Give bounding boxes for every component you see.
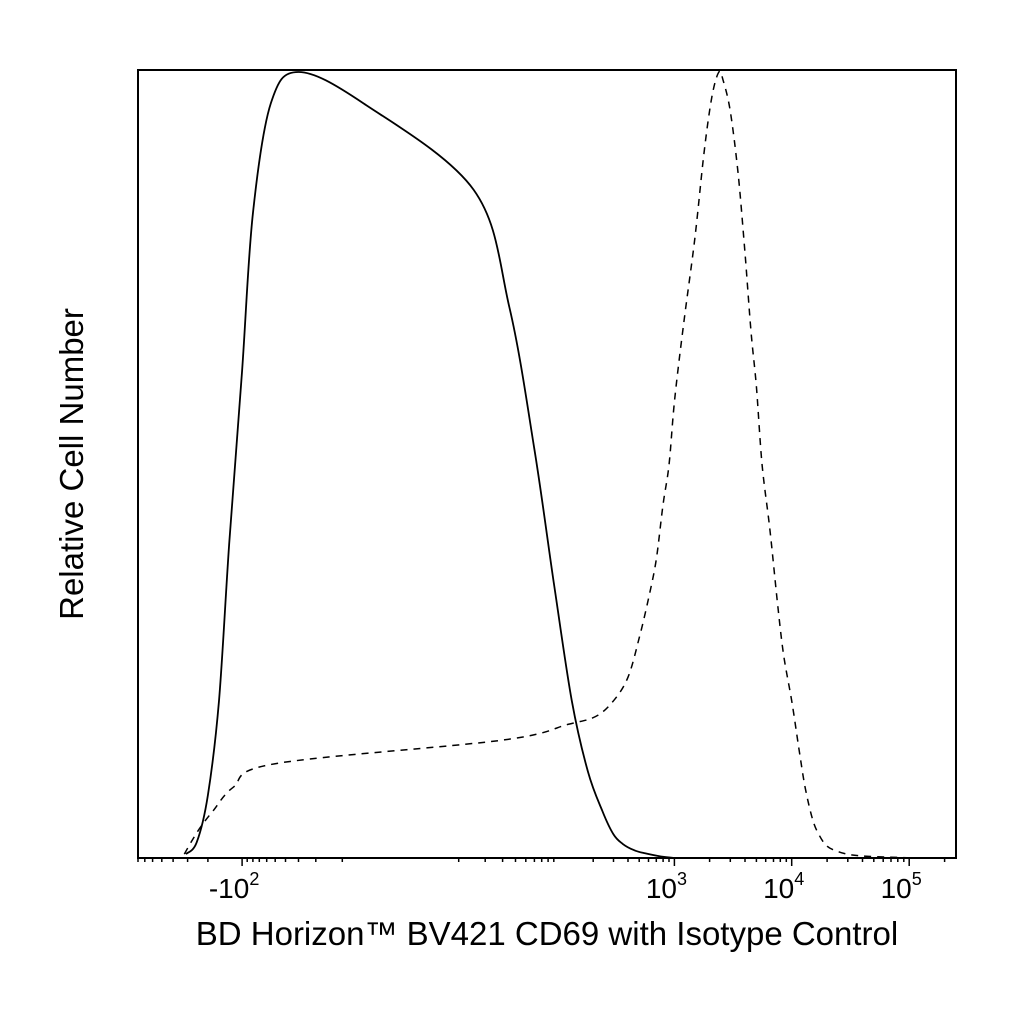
- histogram-curve-solid: [185, 71, 675, 859]
- plot-frame: [137, 69, 957, 859]
- x-tick-label: 105: [881, 869, 922, 904]
- x-axis-ticks: -102 103 104 105: [137, 858, 946, 904]
- histogram-curve-dashed: [183, 70, 915, 859]
- x-tick-label: 104: [763, 869, 804, 904]
- histogram-curves: [183, 70, 915, 859]
- x-axis-title: BD Horizon™ BV421 CD69 with Isotype Cont…: [196, 915, 898, 952]
- x-tick-label: 103: [646, 869, 687, 904]
- y-axis-title: Relative Cell Number: [53, 308, 90, 620]
- x-tick-label: -102: [209, 869, 259, 904]
